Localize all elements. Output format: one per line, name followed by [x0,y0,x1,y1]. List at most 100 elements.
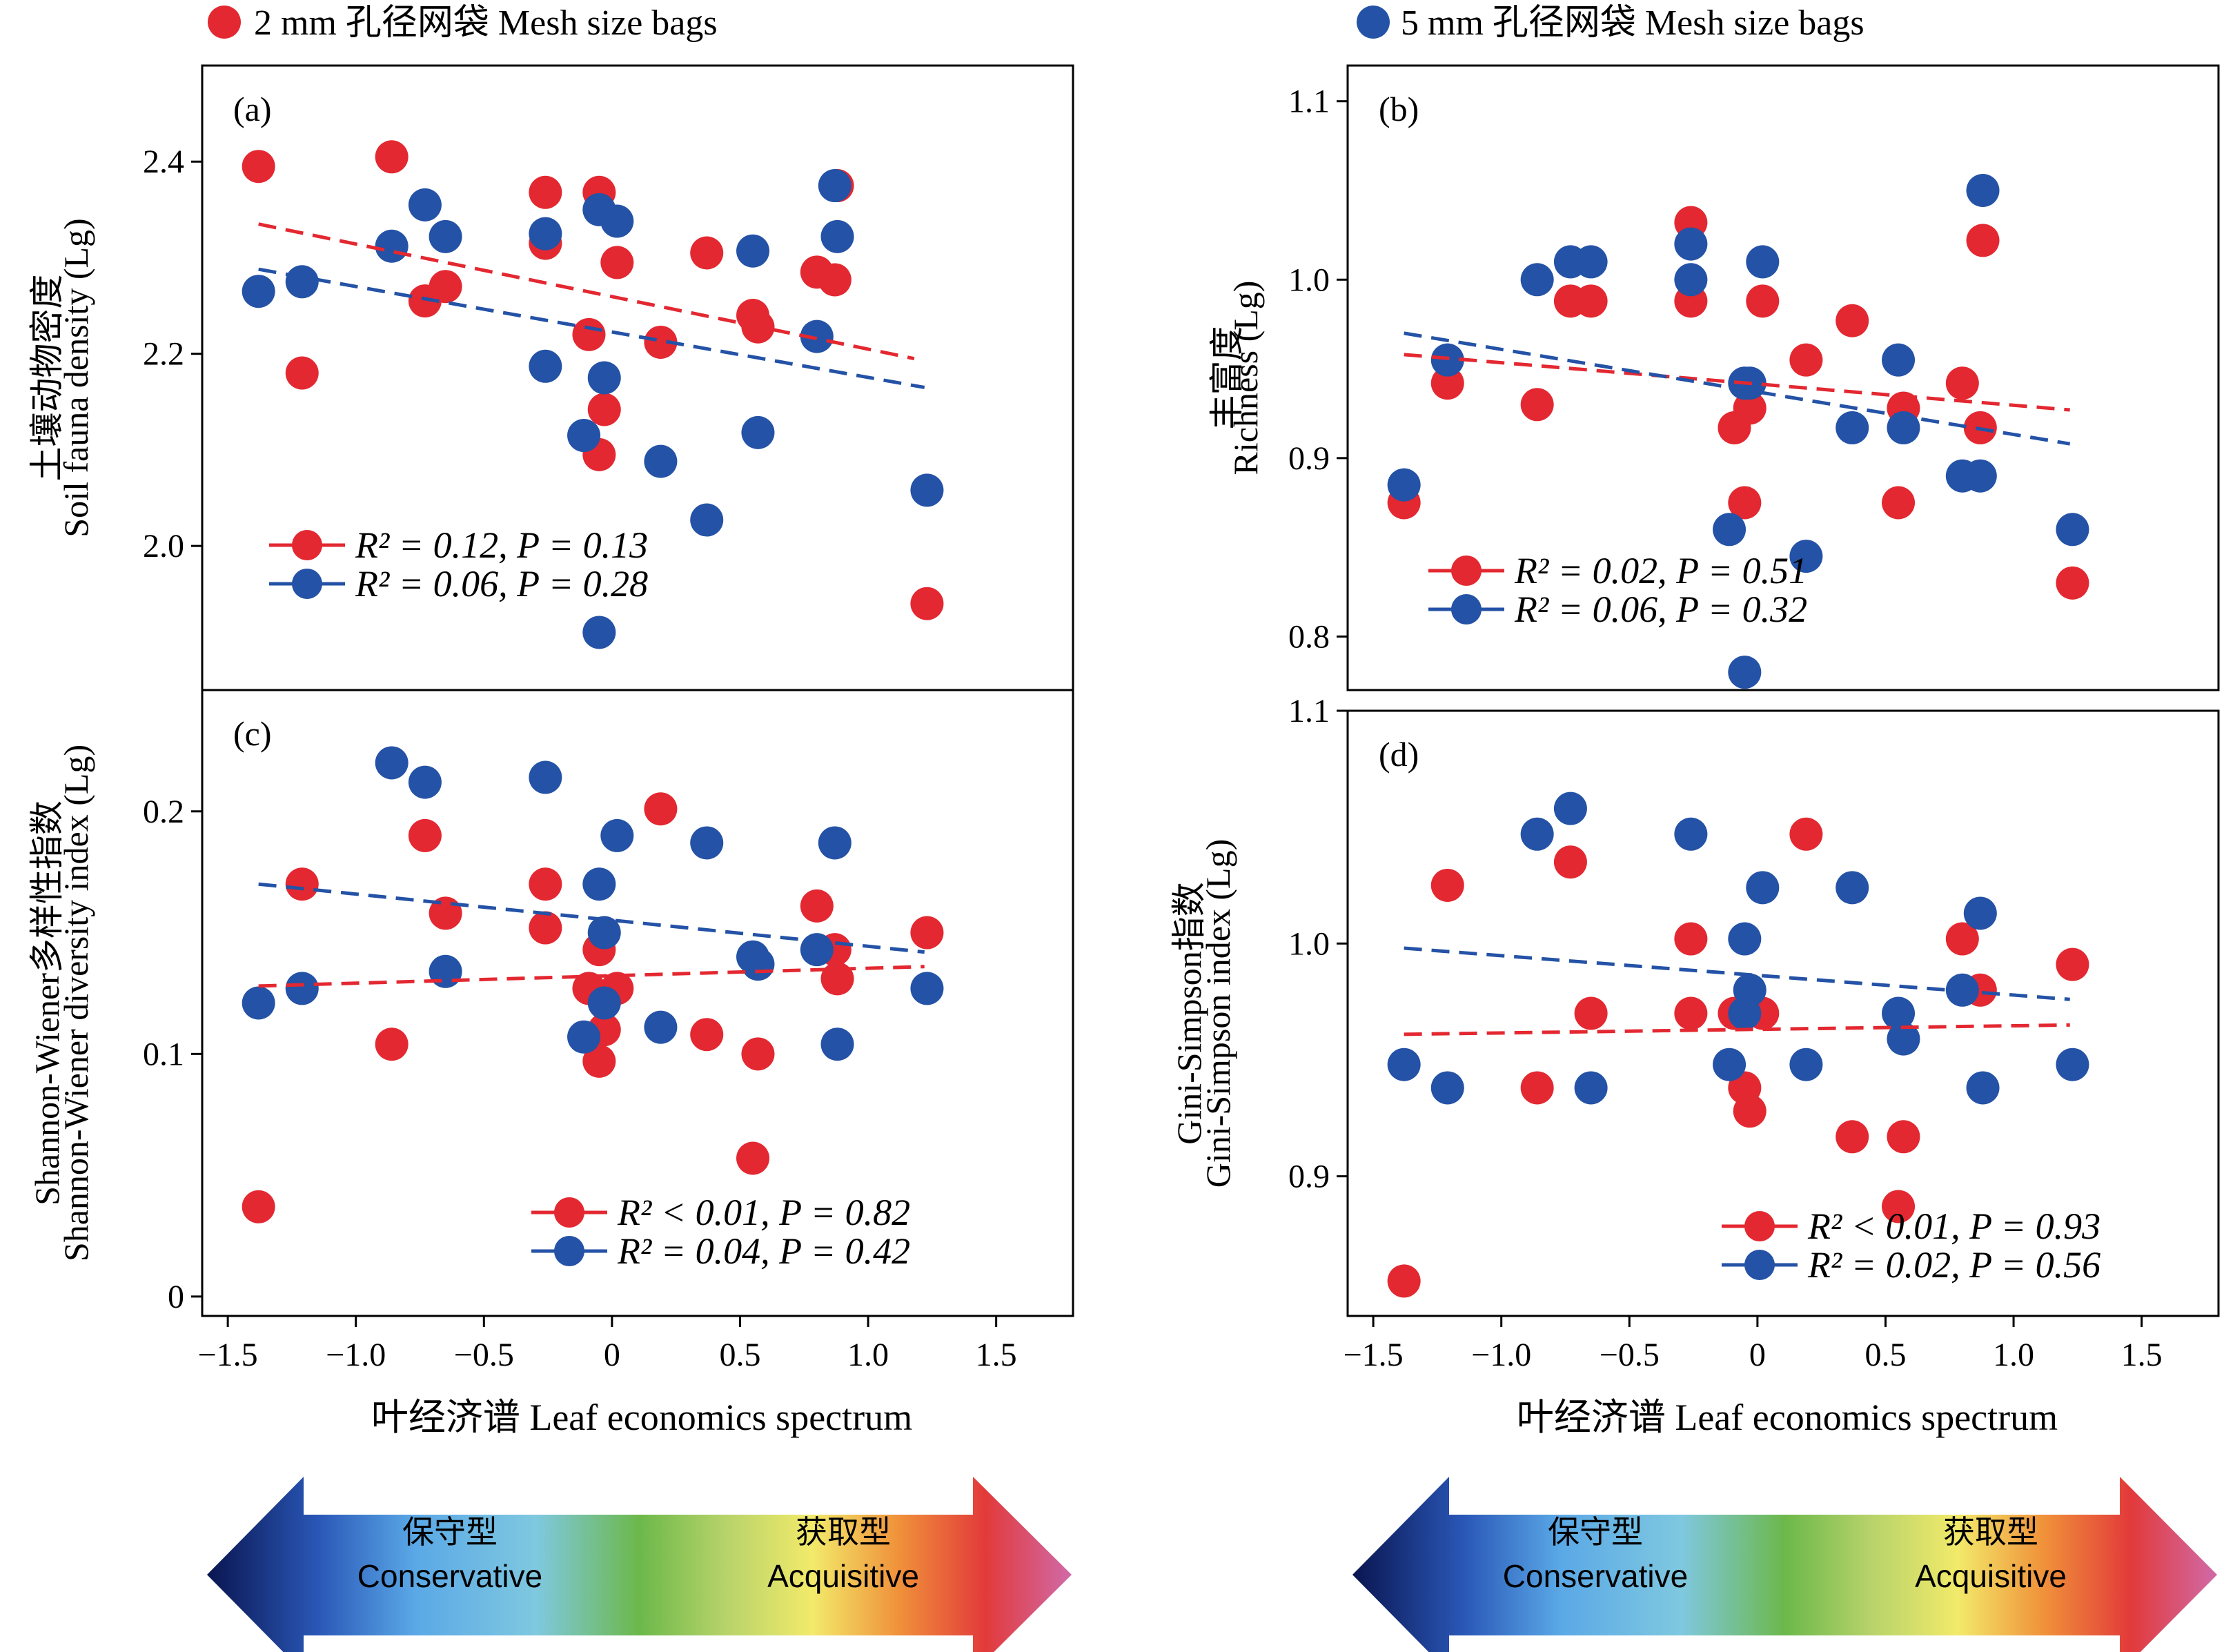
data-point-red [1836,1120,1869,1154]
data-point-blue [820,219,854,253]
y-tick-label: 1.1 [1288,693,1330,729]
x-tick-label: −1.5 [1344,1337,1404,1373]
data-point-blue [1430,1071,1464,1105]
data-point-blue [285,972,319,1005]
x-axis-title-left: 叶经济谱 Leaf economics spectrum [371,1397,912,1438]
data-point-blue [1887,1022,1920,1056]
x-tick-label: 0.5 [1864,1337,1906,1373]
y-tick-label: 2.2 [143,336,184,373]
x-tick-label: −1.0 [1471,1337,1531,1373]
data-point-blue [2056,513,2089,547]
legend-marker-red [1451,555,1482,586]
data-point-red [1553,845,1587,879]
arrow-right-cn: 获取型 [1943,1514,2038,1550]
data-point-red [1520,1071,1554,1105]
data-point-red [600,246,634,279]
data-point-red [2056,947,2089,981]
legend-stat-blue: R² = 0.06, P = 0.28 [355,563,648,604]
data-point-blue [1713,1048,1746,1081]
fit-line-blue [258,267,925,389]
data-point-blue [1963,459,1997,493]
legend-stat-red: R² = 0.12, P = 0.13 [355,524,648,566]
data-point-red [910,916,944,950]
plot-frame [1346,64,2220,691]
data-point-red [408,818,442,852]
x-tick-label: 0 [604,1337,620,1373]
fit-line-red [258,965,925,988]
data-point-blue [1836,411,1869,444]
legend-marker-red [554,1197,584,1228]
data-point-red [587,393,621,426]
arrow-left-cn: 保守型 [402,1514,498,1550]
data-point-blue [600,818,634,852]
data-point-red [644,325,678,359]
data-point-red [1520,388,1554,422]
data-point-red [1945,922,1979,956]
data-point-blue [1963,896,1997,930]
arrow-left-en: Conservative [357,1558,542,1594]
legend-blue-label: 5 mm 孔径网袋 Mesh size bags [1401,3,1864,43]
data-point-red [529,911,562,945]
data-point-blue [1430,343,1464,377]
data-point-blue [1553,791,1587,825]
spectrum-arrow-shape [207,1477,1072,1652]
data-point-red [375,140,409,174]
data-point-red [529,867,562,901]
plot-area [242,140,944,649]
fit-line-blue [258,882,925,954]
arrow-right-en: Acquisitive [767,1558,919,1594]
plot-frame [1346,709,2220,1317]
y-axis-title-en: Soil fauna density (Lg) [57,218,95,537]
spectrum-arrow-shape [1352,1477,2217,1652]
legend-marker-red [292,530,322,560]
data-point-blue [1674,263,1708,297]
data-point-blue [741,415,775,449]
x-tick-label: 1.5 [976,1337,1017,1373]
data-point-blue [582,616,616,649]
data-point-blue [587,361,621,395]
y-tick-label: 1.1 [1288,83,1330,120]
data-point-red [1387,1264,1421,1298]
data-point-blue [567,1020,601,1054]
data-point-red [242,1190,275,1223]
data-point-red [1430,366,1464,400]
y-tick-label: 0.9 [1288,1159,1330,1195]
y-tick-label: 0.2 [143,794,184,830]
legend-stat-red: R² < 0.01, P = 0.82 [617,1192,910,1233]
data-point-red [1728,486,1762,520]
y-axis-title-cn: 丰富度 [1208,326,1246,430]
x-tick-label: −1.5 [198,1337,258,1373]
data-point-blue [2056,1048,2089,1081]
legend-marker-blue [292,569,322,599]
y-tick-label: 1.0 [1288,925,1330,962]
legend-red-label: 2 mm 孔径网袋 Mesh size bags [254,3,718,43]
y-tick-label: 2.4 [143,144,184,180]
data-point-blue [1520,263,1554,297]
data-point-blue [1674,227,1708,261]
data-point-red [429,270,462,304]
arrow-right-en: Acquisitive [1915,1558,2067,1594]
data-point-red [1430,868,1464,902]
data-point-blue [600,204,634,238]
legend-marker-blue [1744,1250,1775,1280]
legend-stat-red: R² < 0.01, P = 0.93 [1807,1206,2100,1247]
data-point-red [1945,366,1979,400]
data-point-red [1966,224,2000,257]
data-point-blue [800,933,834,967]
fit-line-blue [1404,331,2071,446]
data-point-red [1674,922,1708,956]
data-point-red [1836,304,1869,337]
panel-label: (a) [233,90,272,128]
y-tick-label: 0.9 [1288,440,1330,477]
y-axis-title-cn: Shannon-Wiener多样性指数 [28,800,66,1206]
data-point-blue [1733,973,1767,1007]
data-point-blue [1887,411,1920,444]
spectrum-arrow-right: 保守型 Conservative 获取型 Acquisitive [1352,1477,2217,1652]
data-point-blue [1574,1071,1608,1105]
data-point-blue [242,986,275,1020]
data-point-blue [800,319,834,353]
y-axis-title-en: Shannon-Wiener diversity index (Lg) [57,745,95,1261]
data-point-blue [1387,1048,1421,1081]
data-point-blue [1789,1048,1823,1081]
